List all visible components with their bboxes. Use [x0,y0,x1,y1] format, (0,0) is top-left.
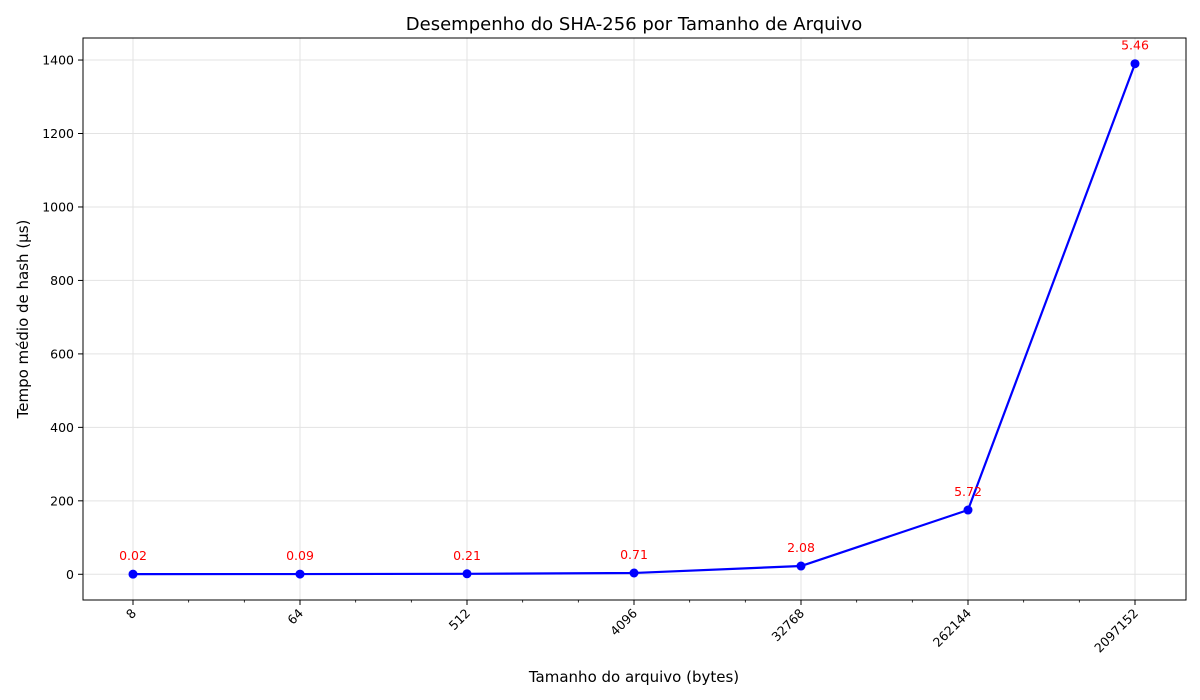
y-tick-label: 1200 [42,126,74,141]
x-tick-label: 512 [446,606,473,633]
y-tick-label: 1400 [42,53,74,68]
y-tick-label: 200 [50,493,74,508]
y-tick-label: 600 [50,346,74,361]
data-point [629,568,639,578]
x-tick-label: 4096 [607,605,640,638]
data-label: 5.46 [1121,38,1149,53]
data-point [963,505,973,515]
grid [83,38,1186,600]
series [128,59,1140,579]
y-tick-label: 1000 [42,199,74,214]
y-tick-label: 400 [50,420,74,435]
x-tick-label: 262144 [930,605,974,649]
data-point [128,569,138,579]
data-label: 0.21 [453,548,481,563]
y-axis-label: Tempo médio de hash (µs) [14,220,32,420]
x-tick-label: 64 [284,605,306,627]
data-label: 5.72 [954,484,982,499]
data-point [295,569,305,579]
y-tick-label: 0 [66,567,74,582]
axes: 0 200 400 600 800 1000 1200 1400 8 64 512 4096 32768… [42,37,1187,656]
y-tick-label: 800 [50,273,74,288]
x-tick-label: 2097152 [1091,606,1141,656]
data-labels: 0.02 0.09 0.21 0.71 2.08 5.72 5.46 [119,38,1149,563]
data-label: 2.08 [787,540,815,555]
data-label: 0.02 [119,548,147,563]
data-point [1130,59,1140,69]
chart-title: Desempenho do SHA-256 por Tamanho de Arq… [406,14,862,35]
x-axis-label: Tamanho do arquivo (bytes) [528,668,739,686]
data-label: 0.71 [620,547,648,562]
data-point [796,561,806,571]
data-point [462,569,472,579]
data-label: 0.09 [286,548,314,563]
x-tick-label: 32768 [768,605,807,644]
x-tick-label: 8 [123,605,139,621]
